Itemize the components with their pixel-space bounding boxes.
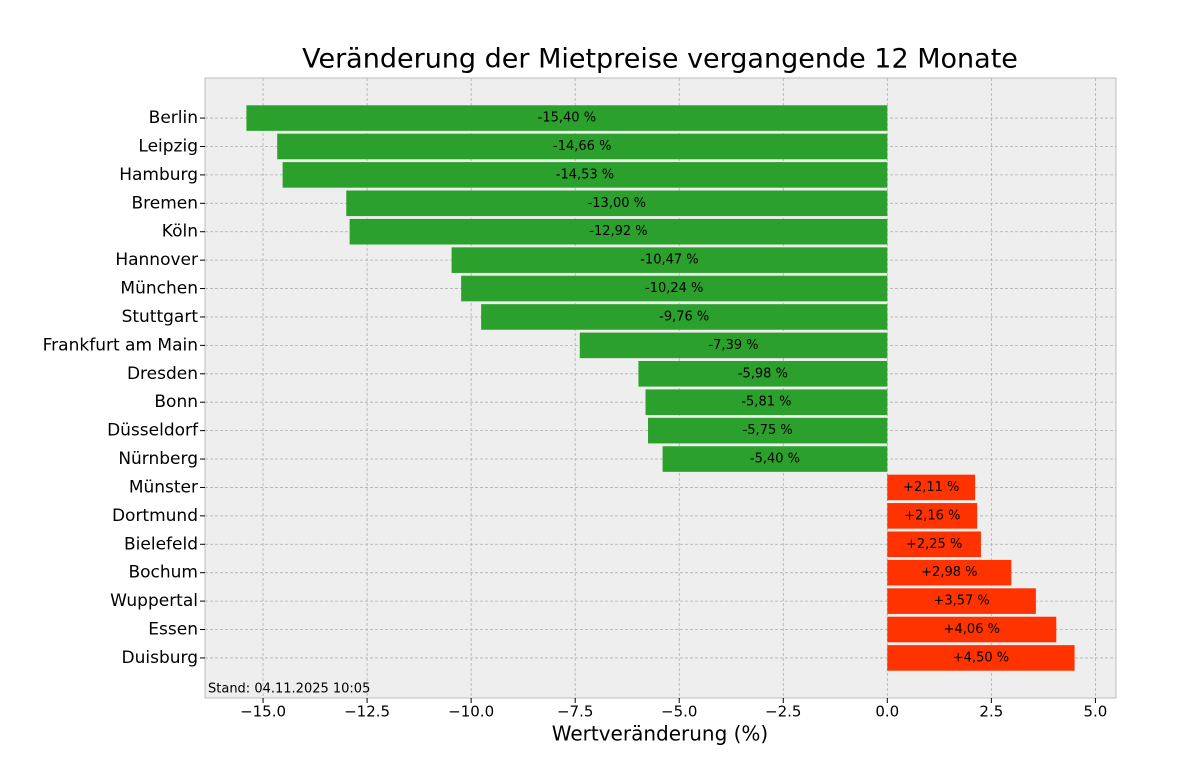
x-tick-label: −5.0 (661, 703, 697, 721)
bar (349, 218, 888, 245)
value-label: -5,81 % (741, 395, 791, 410)
y-tick-label: Leipzig (138, 136, 198, 156)
value-label: -14,53 % (556, 167, 614, 182)
value-label: -10,24 % (645, 281, 703, 296)
bar (481, 304, 888, 330)
y-tick-label: Bremen (131, 193, 198, 213)
value-label: -5,75 % (743, 423, 793, 438)
x-tick-label: −7.5 (557, 703, 593, 721)
bar (277, 133, 888, 160)
y-tick-label: Duisburg (122, 648, 199, 668)
bar (648, 417, 888, 444)
y-tick-label: Münster (129, 477, 198, 497)
y-tick-label: Dortmund (112, 506, 198, 526)
value-label: -5,98 % (738, 366, 788, 381)
value-label: -14,66 % (553, 139, 611, 154)
bar (887, 503, 978, 529)
x-axis-label: Wertveränderung (%) (552, 722, 769, 746)
value-label: +2,98 % (921, 565, 977, 580)
bar (887, 531, 981, 558)
value-label: +4,50 % (953, 650, 1009, 665)
bar (579, 332, 888, 359)
y-tick-label: Hamburg (119, 165, 198, 185)
y-tick-label: München (120, 279, 198, 299)
x-tick-label: 2.5 (979, 703, 1003, 721)
x-tick-label: 5.0 (1083, 703, 1107, 721)
y-tick-label: Bonn (154, 392, 198, 412)
value-label: -15,40 % (538, 111, 596, 126)
y-tick-label: Essen (148, 620, 198, 640)
bar (887, 645, 1075, 671)
bar (451, 247, 888, 273)
y-tick-label: Wuppertal (110, 591, 198, 611)
y-tick-label: Köln (162, 222, 198, 242)
y-tick-label: Berlin (149, 108, 198, 128)
bar (346, 190, 888, 217)
value-label: -13,00 % (588, 196, 646, 211)
bar (662, 446, 888, 472)
y-tick-label: Düsseldorf (107, 421, 199, 441)
chart-title: Veränderung der Mietpreise vergangende 1… (302, 44, 1018, 75)
value-label: +3,57 % (933, 594, 989, 609)
value-label: -9,76 % (659, 309, 709, 324)
bar (645, 389, 888, 415)
y-tick-label: Bielefeld (124, 534, 198, 554)
value-label: +4,06 % (944, 622, 1000, 637)
x-tick-label: −2.5 (765, 703, 801, 721)
y-tick-label: Bochum (128, 563, 198, 583)
bar (246, 105, 888, 131)
value-label: +2,11 % (903, 480, 959, 495)
value-label: -7,39 % (708, 338, 758, 353)
bar (887, 616, 1057, 643)
bar (461, 275, 888, 302)
x-tick-label: −12.5 (344, 703, 390, 721)
value-label: -12,92 % (589, 224, 647, 239)
y-tick-label: Stuttgart (122, 307, 199, 327)
value-label: -5,40 % (750, 452, 800, 467)
bar (887, 588, 1036, 614)
x-tick-label: 0.0 (875, 703, 899, 721)
x-tick-label: −15.0 (240, 703, 286, 721)
bar (282, 162, 888, 188)
x-tick-label: −10.0 (448, 703, 494, 721)
y-tick-label: Nürnberg (118, 449, 198, 469)
bar (638, 361, 888, 387)
value-label: +2,25 % (906, 537, 962, 552)
y-tick-label: Frankfurt am Main (43, 335, 198, 355)
value-label: +2,16 % (904, 508, 960, 523)
bar (887, 474, 976, 501)
y-tick-label: Dresden (127, 364, 198, 384)
bar (887, 559, 1012, 586)
y-tick-label: Hannover (115, 250, 198, 270)
annotation: Stand: 04.11.2025 10:05 (208, 682, 370, 697)
value-label: -10,47 % (640, 253, 698, 268)
